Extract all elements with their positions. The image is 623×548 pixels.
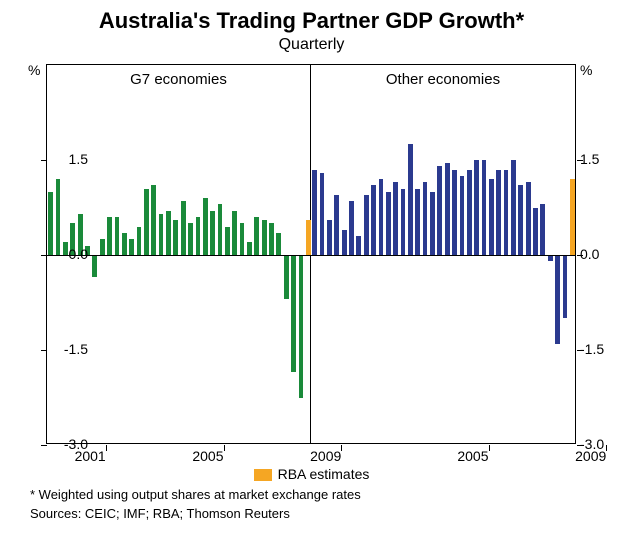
bar <box>526 182 531 255</box>
y-unit-right: % <box>580 62 592 78</box>
bar <box>518 185 523 255</box>
y-tick <box>41 445 47 446</box>
bar <box>482 160 487 255</box>
bar <box>299 255 304 398</box>
bar <box>415 189 420 256</box>
bar <box>474 160 479 255</box>
bar <box>291 255 296 372</box>
bar <box>423 182 428 255</box>
bar <box>445 163 450 255</box>
bar <box>100 239 105 255</box>
bars-other <box>311 65 575 443</box>
bar <box>349 201 354 255</box>
y-tick-label-left: 1.5 <box>48 151 88 167</box>
bar <box>334 195 339 255</box>
bar <box>312 170 317 256</box>
x-tick-label: 2009 <box>310 448 341 464</box>
bar <box>56 179 61 255</box>
bar <box>540 204 545 255</box>
bar <box>284 255 289 299</box>
bar <box>489 179 494 255</box>
x-tick-label: 2009 <box>575 448 606 464</box>
bar <box>129 239 134 255</box>
bar <box>107 217 112 255</box>
y-tick-label-right: 0.0 <box>580 246 620 262</box>
panel-other: Other economies <box>311 65 575 443</box>
y-tick-label-left: 0.0 <box>48 246 88 262</box>
y-tick <box>41 160 47 161</box>
bar <box>144 189 149 256</box>
y-tick <box>41 350 47 351</box>
legend-label: RBA estimates <box>278 466 370 482</box>
bar <box>570 179 575 255</box>
bar <box>408 144 413 255</box>
bar <box>254 217 259 255</box>
bar <box>115 217 120 255</box>
x-tick <box>224 445 225 451</box>
bar <box>137 227 142 256</box>
bar <box>159 214 164 255</box>
chart-area: G7 economies Other economies <box>46 64 576 444</box>
y-tick-label-right: -1.5 <box>580 341 620 357</box>
bar <box>151 185 156 255</box>
bar <box>232 211 237 255</box>
bar <box>364 195 369 255</box>
sources: Sources: CEIC; IMF; RBA; Thomson Reuters <box>30 506 590 521</box>
x-tick-label: 2005 <box>457 448 488 464</box>
bar <box>379 179 384 255</box>
footnote: * Weighted using output shares at market… <box>30 487 590 502</box>
legend-swatch <box>254 469 272 481</box>
bar <box>240 223 245 255</box>
bar <box>181 201 186 255</box>
bar <box>203 198 208 255</box>
bar <box>511 160 516 255</box>
bar <box>533 208 538 256</box>
bar <box>563 255 568 318</box>
bar <box>437 166 442 255</box>
bar <box>504 170 509 256</box>
y-tick-label-right: 1.5 <box>580 151 620 167</box>
bar <box>342 230 347 255</box>
y-tick <box>41 255 47 256</box>
bar <box>555 255 560 344</box>
bar <box>401 189 406 256</box>
bar <box>371 185 376 255</box>
bar <box>247 242 252 255</box>
bar <box>269 223 274 255</box>
bar <box>356 236 361 255</box>
x-tick-label: 2001 <box>75 448 106 464</box>
chart-subtitle: Quarterly <box>0 34 623 54</box>
chart-container: Australia's Trading Partner GDP Growth* … <box>0 0 623 548</box>
legend: RBA estimates <box>0 466 623 482</box>
chart-title: Australia's Trading Partner GDP Growth* <box>0 0 623 34</box>
x-tick-label: 2005 <box>192 448 223 464</box>
bar <box>496 170 501 256</box>
bar <box>452 170 457 256</box>
bar <box>210 211 215 255</box>
bar <box>306 220 311 255</box>
y-tick-label-left: -1.5 <box>48 341 88 357</box>
bar <box>393 182 398 255</box>
bar <box>386 192 391 255</box>
bar <box>225 227 230 256</box>
bar <box>276 233 281 255</box>
bar <box>218 204 223 255</box>
bar <box>196 217 201 255</box>
bar <box>262 220 267 255</box>
bar <box>173 220 178 255</box>
bar <box>188 223 193 255</box>
bar <box>430 192 435 255</box>
bar <box>327 220 332 255</box>
x-tick <box>341 445 342 451</box>
bar <box>320 173 325 255</box>
x-tick <box>489 445 490 451</box>
x-tick <box>106 445 107 451</box>
bar <box>460 176 465 255</box>
bar <box>467 170 472 256</box>
bar <box>92 255 97 277</box>
bar <box>122 233 127 255</box>
y-unit-left: % <box>28 62 40 78</box>
bar <box>166 211 171 255</box>
zero-line <box>47 255 575 256</box>
